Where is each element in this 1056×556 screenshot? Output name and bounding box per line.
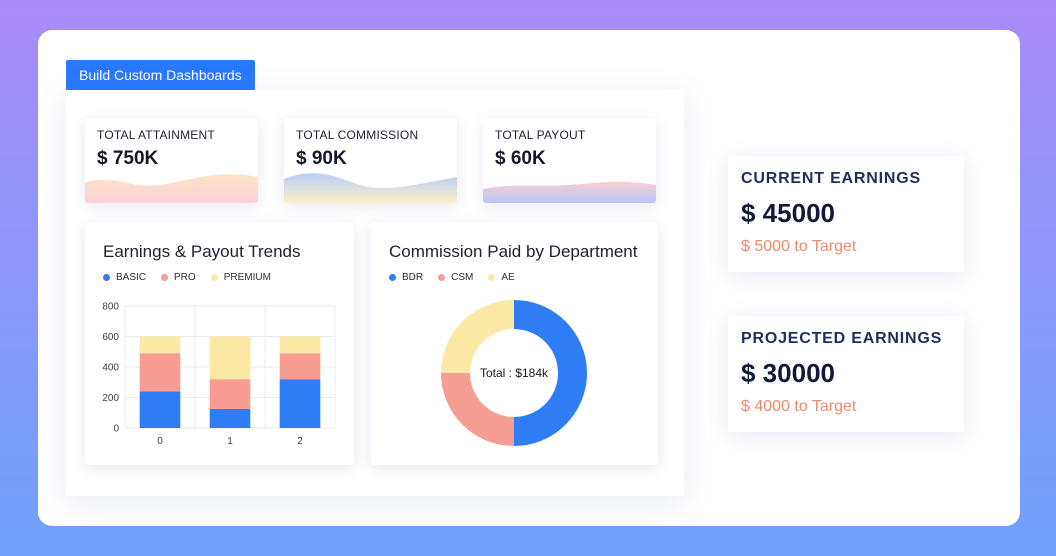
y-tick-label: 800 (102, 302, 119, 313)
legend-item-pro[interactable]: PRO (161, 272, 196, 283)
x-tick-label: 2 (297, 436, 303, 447)
current-earnings-card[interactable]: CURRENT EARNINGS $ 45000 $ 5000 to Targe… (728, 156, 964, 272)
earnings-target: $ 5000 to Target (741, 238, 857, 255)
trends-legend: BASIC PRO PREMIUM (103, 272, 271, 283)
kpi-card-total-payout[interactable]: TOTAL PAYOUT $ 60K (483, 118, 656, 203)
bar-segment-premium (279, 336, 321, 354)
legend-item-basic[interactable]: BASIC (103, 272, 146, 283)
kpi-label: TOTAL COMMISSION (296, 128, 419, 142)
legend-dot (210, 274, 218, 281)
x-tick-label: 1 (227, 436, 233, 447)
y-tick-label: 400 (102, 363, 119, 374)
kpi-card-total-attainment[interactable]: TOTAL ATTAINMENT $ 750K (85, 118, 258, 203)
donut-slice-ae (441, 300, 514, 373)
dashboard-board: TOTAL ATTAINMENT $ 750K TOTAL COMMISSION… (66, 90, 684, 496)
legend-label: PREMIUM (223, 272, 271, 283)
legend-dot (438, 274, 446, 281)
kpi-card-total-commission[interactable]: TOTAL COMMISSION $ 90K (284, 118, 457, 203)
kpi-value: $ 90K (296, 148, 347, 169)
x-tick-label: 0 (157, 436, 163, 447)
bar-segment-pro (209, 379, 251, 409)
bar-segment-pro (279, 353, 321, 380)
earnings-title: CURRENT EARNINGS (741, 170, 921, 187)
legend-dot (103, 274, 110, 281)
panel-title: Earnings & Payout Trends (103, 242, 301, 261)
donut-slice-csm (441, 373, 514, 446)
stacked-bar-chart: 0 200 400 600 800 0 1 2 (102, 302, 336, 447)
projected-earnings-card[interactable]: PROJECTED EARNINGS $ 30000 $ 4000 to Tar… (728, 316, 964, 432)
bar-segment-basic (209, 408, 251, 428)
kpi-wave (85, 174, 258, 203)
earnings-title: PROJECTED EARNINGS (741, 330, 943, 347)
donut-center-label: Total : $184k (480, 366, 549, 380)
panel-title: Commission Paid by Department (389, 242, 638, 261)
earnings-payout-trends-panel: Earnings & Payout Trends BASIC PRO PREMI… (85, 222, 354, 465)
legend-label: BASIC (116, 272, 147, 283)
bar-segment-basic (139, 391, 181, 428)
y-tick-label: 600 (102, 332, 119, 343)
legend-item-csm[interactable]: CSM (438, 272, 473, 283)
bar-segment-premium (139, 336, 181, 354)
kpi-wave (483, 181, 656, 203)
legend-dot (488, 274, 496, 281)
y-tick-label: 200 (102, 393, 119, 404)
build-custom-dashboards-tag: Build Custom Dashboards (66, 60, 255, 90)
legend-label: AE (501, 272, 515, 283)
kpi-label: TOTAL ATTAINMENT (97, 128, 215, 142)
kpi-wave-graphic (483, 181, 656, 203)
legend-dot (389, 274, 396, 281)
kpi-wave (284, 173, 457, 203)
legend-item-ae[interactable]: AE (488, 272, 515, 283)
bar-segment-basic (279, 379, 321, 428)
donut-slice-bdr (514, 300, 587, 446)
bar-segment-premium (209, 336, 251, 380)
commission-legend: BDR CSM AE (389, 272, 515, 283)
donut-chart: Total : $184k (441, 300, 587, 446)
legend-dot (161, 274, 169, 281)
earnings-value: $ 45000 (741, 198, 835, 228)
kpi-wave-graphic (284, 173, 457, 203)
legend-label: PRO (174, 272, 196, 283)
legend-item-bdr[interactable]: BDR (389, 272, 423, 283)
kpi-label: TOTAL PAYOUT (495, 128, 586, 142)
legend-label: CSM (451, 272, 474, 283)
kpi-value: $ 750K (97, 148, 159, 169)
kpi-wave-graphic (85, 174, 258, 203)
bar-segment-pro (139, 353, 181, 392)
kpi-value: $ 60K (495, 148, 546, 169)
legend-label: BDR (402, 272, 424, 283)
commission-by-department-panel: Commission Paid by Department BDR CSM AE… (371, 222, 658, 465)
earnings-value: $ 30000 (741, 358, 835, 388)
legend-item-premium[interactable]: PREMIUM (210, 272, 271, 283)
earnings-target: $ 4000 to Target (741, 398, 857, 415)
y-tick-label: 0 (113, 424, 119, 435)
dashboard-frame: Build Custom Dashboards TOTAL ATTAINMENT… (38, 30, 1020, 526)
